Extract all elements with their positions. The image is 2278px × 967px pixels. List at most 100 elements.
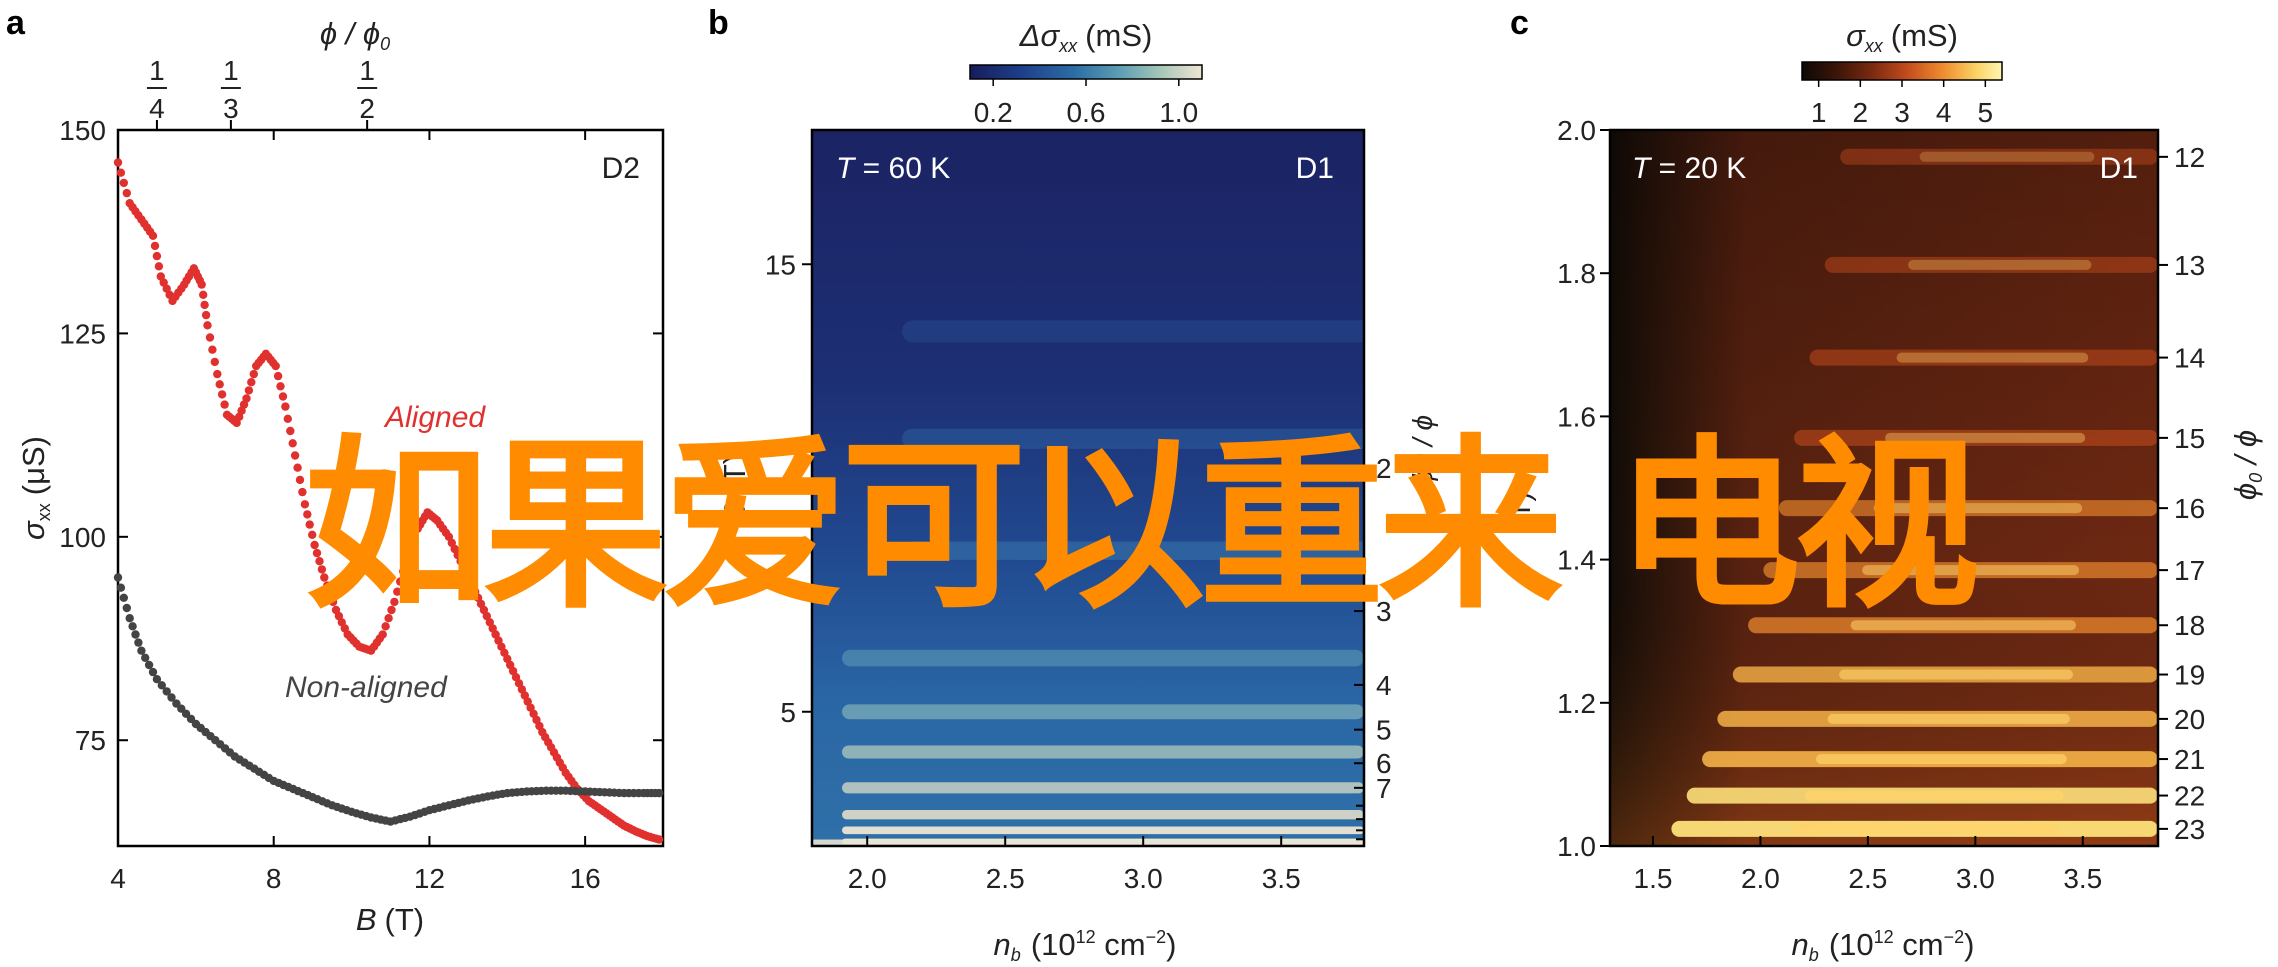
panel-b-plot-frame <box>810 128 1366 848</box>
data-point <box>654 835 664 844</box>
data-point <box>144 660 154 670</box>
data-point <box>286 426 295 436</box>
x-tick-label-b: 2.0 <box>848 863 887 894</box>
data-point <box>276 382 285 391</box>
fringe-c-core <box>1885 432 2086 443</box>
data-point <box>213 369 222 379</box>
data-point <box>154 262 164 271</box>
data-point <box>271 361 280 371</box>
data-point <box>387 605 396 615</box>
x-tick-label-c: 2.0 <box>1741 863 1780 894</box>
panel-c: 1.5 2.0 2.5 3.0 3.5 1.01.21.41.61.82.0 12131… <box>1557 18 2266 965</box>
data-point <box>399 567 408 576</box>
right-tick-label-c: 12 <box>2174 142 2205 173</box>
y-tick-label-a: 150 <box>59 115 106 146</box>
fringe-c-core <box>1908 259 2092 270</box>
fringe-c-core <box>1850 620 2076 631</box>
right-tick-label-c: 23 <box>2174 814 2205 845</box>
data-point <box>384 614 393 623</box>
data-point <box>407 540 417 550</box>
right-tick-label-c: 20 <box>2174 704 2205 735</box>
right-tick-label-b: 5 <box>1376 715 1392 746</box>
right-tick-label-b: 6 <box>1376 748 1392 779</box>
y-tick-label-c: 1.8 <box>1557 258 1596 289</box>
fringe-b-bottom <box>812 839 1364 846</box>
colorbar-tick-label-b: 1.0 <box>1159 97 1198 128</box>
y-tick-label-a: 100 <box>59 522 106 553</box>
x-tick-label-b: 3.5 <box>1262 863 1301 894</box>
heatmap-fringes-b <box>812 320 1364 846</box>
data-point <box>116 168 126 177</box>
device-label-b: D1 <box>1296 152 1334 185</box>
data-point <box>242 394 251 403</box>
colorbar-b <box>969 64 1203 80</box>
right-tick-label-b: 7 <box>1376 773 1392 804</box>
data-point <box>326 589 335 598</box>
data-point <box>137 646 146 655</box>
y-tick-label-a: 125 <box>59 318 106 349</box>
data-point <box>119 178 128 188</box>
y-tick-label-b: 5 <box>780 697 796 728</box>
x-tick-label-a: 12 <box>414 863 445 894</box>
panel-letter-b: b <box>708 4 729 42</box>
y-axis-label-b: B(T) <box>717 454 752 522</box>
right-tick-label-b: 3 <box>1376 596 1392 627</box>
data-point <box>128 622 137 631</box>
right-tick-label-c: 15 <box>2174 423 2205 454</box>
y-tick-label-c: 1.6 <box>1557 401 1596 432</box>
data-point <box>281 402 290 411</box>
fringe-c-core <box>1919 151 2095 162</box>
data-point <box>308 530 317 539</box>
data-point <box>300 500 310 509</box>
fringe-b <box>842 649 1364 667</box>
data-point <box>131 630 140 639</box>
colorbar-tick-label-c: 2 <box>1853 97 1869 128</box>
device-label-c: D1 <box>2100 152 2138 185</box>
data-point <box>381 622 390 631</box>
right-tick-label-c: 21 <box>2174 744 2205 775</box>
temperature-label-c: T = 20 K <box>1632 152 1746 185</box>
data-point <box>122 188 131 198</box>
colorbar-tick-label-c: 4 <box>1936 97 1952 128</box>
data-point <box>401 557 411 566</box>
data-point <box>295 475 305 485</box>
data-point <box>152 251 162 261</box>
right-tick-label-c: 13 <box>2174 250 2205 281</box>
data-point <box>113 158 123 167</box>
data-point <box>654 788 664 798</box>
data-point <box>310 540 319 550</box>
right-axis-unit-b: (T) <box>1505 492 1536 528</box>
right-tick-label-b: 4 <box>1376 670 1392 701</box>
data-point <box>125 614 134 623</box>
panel-letter-c: c <box>1510 4 1529 42</box>
data-point <box>283 414 292 423</box>
data-point <box>305 520 314 529</box>
x-tick-label-a: 4 <box>110 863 126 894</box>
data-point <box>293 463 302 472</box>
x-tick-label-b: 3.0 <box>1124 863 1163 894</box>
fringe-c-core <box>1816 754 2067 765</box>
y-tick-label-c: 1.4 <box>1557 545 1596 576</box>
colorbar-tick-label-b: 0.2 <box>974 97 1013 128</box>
fringe-c <box>1809 349 2158 366</box>
data-point <box>148 231 158 240</box>
y-tick-label-c: 1.2 <box>1557 688 1596 719</box>
data-point <box>157 681 166 690</box>
data-point <box>217 390 227 399</box>
fringe-b <box>842 782 1364 794</box>
data-point <box>244 386 254 395</box>
right-axis-label-c: ϕ0 / ϕ <box>2228 430 2266 500</box>
top-tick-denominator-a: 2 <box>359 93 375 124</box>
series-label-non-aligned: Non-aligned <box>285 671 448 704</box>
data-point <box>205 333 215 342</box>
x-axis-label-c: nb (1012 cm−2) <box>1792 927 1975 965</box>
fringe-b <box>902 541 1364 560</box>
data-point <box>116 583 126 592</box>
data-point <box>249 369 258 379</box>
data-point <box>197 280 206 289</box>
top-tick-denominator-a: 3 <box>223 93 239 124</box>
x-tick-label-a: 16 <box>570 863 601 894</box>
fringe-c <box>1794 429 2158 446</box>
right-tick-label-c: 18 <box>2174 610 2205 641</box>
y-tick-label-c: 2.0 <box>1557 115 1596 146</box>
